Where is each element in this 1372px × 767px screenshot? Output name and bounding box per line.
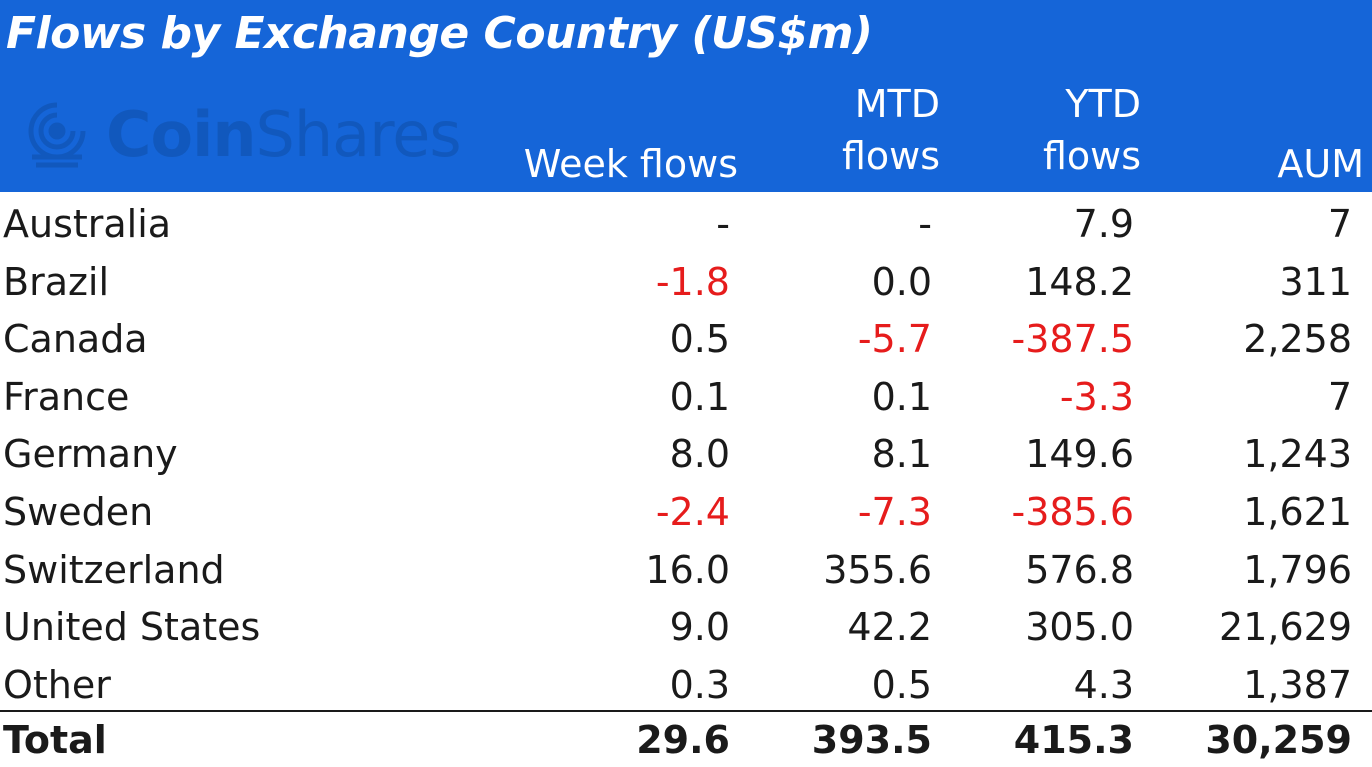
column-header-aum: AUM xyxy=(1277,142,1364,186)
total-mtd-flows: 393.5 xyxy=(811,718,932,762)
total-aum: 30,259 xyxy=(1205,718,1352,762)
mtd-flows-cell: 8.1 xyxy=(871,432,932,477)
country-cell: Sweden xyxy=(3,489,154,534)
country-cell: United States xyxy=(3,605,261,650)
ytd-flows-cell: 305.0 xyxy=(1025,605,1134,650)
table-row: Other 0.3 0.5 4.3 1,387 xyxy=(0,657,1372,715)
ytd-flows-cell: 576.8 xyxy=(1025,547,1134,592)
ytd-flows-cell: 149.6 xyxy=(1025,432,1134,477)
table-row: France 0.1 0.1 -3.3 7 xyxy=(0,369,1372,427)
aum-cell: 2,258 xyxy=(1243,317,1352,362)
mtd-flows-cell: 0.5 xyxy=(871,662,932,707)
country-cell: Brazil xyxy=(3,259,110,304)
ytd-flows-cell: -385.6 xyxy=(1011,489,1135,534)
aum-cell: 311 xyxy=(1279,259,1352,304)
week-flows-cell: -2.4 xyxy=(655,489,730,534)
coinshares-logo-icon xyxy=(28,102,86,168)
aum-cell: 1,796 xyxy=(1243,547,1352,592)
week-flows-cell: 0.1 xyxy=(669,374,730,419)
table-header-band: Flows by Exchange Country (US$m) Coin Sha… xyxy=(0,0,1372,192)
mtd-flows-cell: 0.0 xyxy=(871,259,932,304)
table-row: Sweden -2.4 -7.3 -385.6 1,621 xyxy=(0,484,1372,542)
total-week-flows: 29.6 xyxy=(636,718,730,762)
aum-cell: 1,621 xyxy=(1243,489,1352,534)
aum-cell: 7 xyxy=(1327,374,1352,419)
week-flows-cell: -1.8 xyxy=(655,259,730,304)
week-flows-cell: - xyxy=(716,202,730,246)
ytd-flows-cell: 7.9 xyxy=(1073,202,1134,246)
total-divider xyxy=(0,710,1372,712)
week-flows-cell: 0.3 xyxy=(669,662,730,707)
country-cell: Switzerland xyxy=(3,547,225,592)
aum-cell: 21,629 xyxy=(1219,605,1352,650)
table-row: Germany 8.0 8.1 149.6 1,243 xyxy=(0,426,1372,484)
week-flows-cell: 9.0 xyxy=(669,605,730,650)
table-body: Australia - - 7.9 7 Brazil -1.8 0.0 148.… xyxy=(0,196,1372,714)
ytd-flows-cell: -3.3 xyxy=(1059,374,1134,419)
mtd-flows-cell: -5.7 xyxy=(857,317,932,362)
ytd-flows-cell: 4.3 xyxy=(1073,662,1134,707)
country-cell: France xyxy=(3,374,130,419)
mtd-flows-cell: -7.3 xyxy=(857,489,932,534)
total-label: Total xyxy=(3,718,107,762)
mtd-flows-cell: 355.6 xyxy=(823,547,932,592)
table-row: Australia - - 7.9 7 xyxy=(0,196,1372,254)
aum-cell: 1,387 xyxy=(1243,662,1352,707)
total-row: Total 29.6 393.5 415.3 30,259 xyxy=(0,713,1372,764)
mtd-flows-cell: 0.1 xyxy=(871,374,932,419)
ytd-flows-cell: -387.5 xyxy=(1011,317,1135,362)
country-cell: Germany xyxy=(3,432,178,477)
coinshares-watermark: Coin Shares xyxy=(22,94,462,174)
column-header-week-flows: Week flows xyxy=(523,142,738,186)
column-header-ytd-flows: YTD flows xyxy=(1042,82,1141,178)
ytd-flows-cell: 148.2 xyxy=(1025,259,1134,304)
watermark-shares-text: Shares xyxy=(255,97,462,171)
country-cell: Australia xyxy=(3,202,172,246)
mtd-flows-cell: - xyxy=(918,202,932,246)
table-title: Flows by Exchange Country (US$m) xyxy=(6,8,873,59)
week-flows-cell: 16.0 xyxy=(645,547,730,592)
total-ytd-flows: 415.3 xyxy=(1013,718,1134,762)
column-header-mtd-flows: MTD flows xyxy=(841,82,940,178)
watermark-coin-text: Coin xyxy=(106,97,256,171)
week-flows-cell: 8.0 xyxy=(669,432,730,477)
table-row: United States 9.0 42.2 305.0 21,629 xyxy=(0,599,1372,657)
country-cell: Canada xyxy=(3,317,148,362)
aum-cell: 1,243 xyxy=(1243,432,1352,477)
aum-cell: 7 xyxy=(1327,202,1352,246)
country-cell: Other xyxy=(3,662,111,707)
table-row: Brazil -1.8 0.0 148.2 311 xyxy=(0,254,1372,312)
mtd-flows-cell: 42.2 xyxy=(847,605,932,650)
table-row: Canada 0.5 -5.7 -387.5 2,258 xyxy=(0,311,1372,369)
table-row: Switzerland 16.0 355.6 576.8 1,796 xyxy=(0,542,1372,600)
week-flows-cell: 0.5 xyxy=(669,317,730,362)
